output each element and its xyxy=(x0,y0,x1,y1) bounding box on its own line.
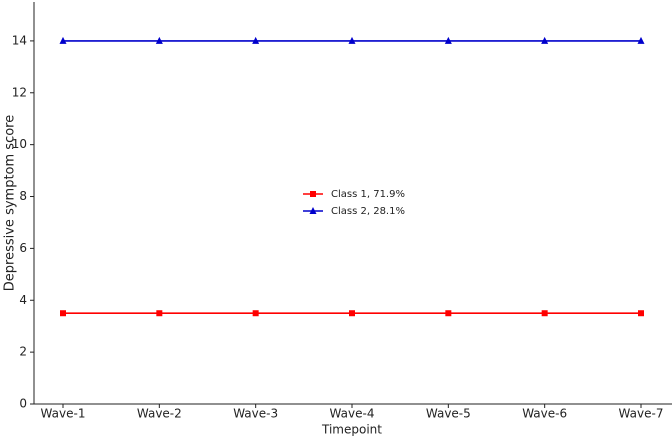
y-tick-label: 4 xyxy=(19,293,27,307)
y-tick-label: 6 xyxy=(19,241,27,255)
marker xyxy=(445,310,452,317)
x-axis-label: Timepoint xyxy=(321,423,382,437)
marker xyxy=(637,36,645,44)
x-tick-label: Wave-2 xyxy=(137,407,182,421)
marker xyxy=(156,310,163,317)
marker xyxy=(638,310,644,317)
y-axis-label: Depressive symptom score xyxy=(3,115,18,291)
marker xyxy=(252,36,260,44)
x-tick-label: Wave-3 xyxy=(233,407,278,421)
marker xyxy=(541,310,548,317)
marker xyxy=(155,36,163,44)
x-tick-label: Wave-6 xyxy=(522,407,567,421)
x-tick-label: Wave-1 xyxy=(41,407,86,421)
x-tick-label: Wave-4 xyxy=(330,407,375,421)
marker xyxy=(349,310,355,317)
y-tick-label: 12 xyxy=(12,85,27,99)
x-tick-label: Wave-7 xyxy=(619,407,664,421)
marker xyxy=(310,191,316,197)
marker xyxy=(348,36,356,44)
y-tick-label: 14 xyxy=(12,33,27,47)
marker xyxy=(59,36,67,44)
y-tick-label: 10 xyxy=(12,137,27,151)
x-tick-label: Wave-5 xyxy=(426,407,471,421)
y-tick-label: 0 xyxy=(19,397,27,411)
marker xyxy=(444,36,452,44)
legend-label: Class 2, 28.1% xyxy=(331,206,405,217)
marker xyxy=(541,36,549,44)
marker xyxy=(60,310,66,317)
marker xyxy=(309,207,317,214)
y-tick-label: 2 xyxy=(19,345,27,359)
legend-label: Class 1, 71.9% xyxy=(331,189,405,200)
y-tick-label: 8 xyxy=(19,189,27,203)
marker xyxy=(252,310,259,317)
